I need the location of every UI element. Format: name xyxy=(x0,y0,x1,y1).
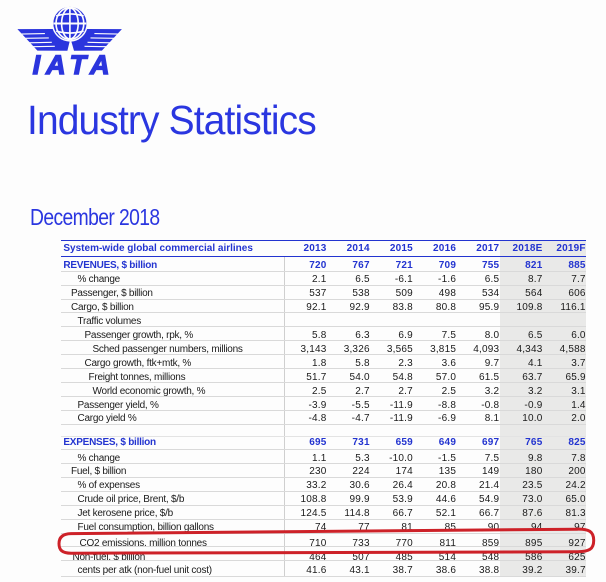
svg-text:IATA: IATA xyxy=(33,49,116,78)
